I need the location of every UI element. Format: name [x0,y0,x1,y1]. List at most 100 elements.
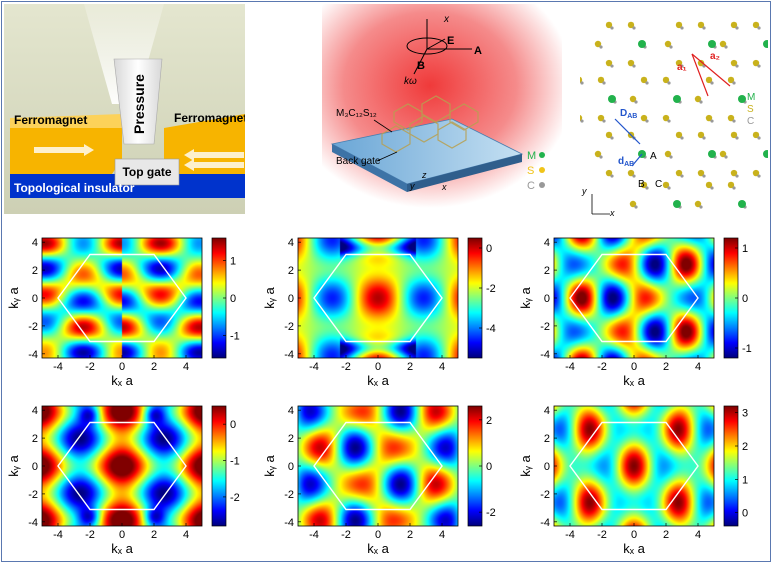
x-tick-label: -4 [309,529,319,541]
x-tick-label: 0 [631,361,637,373]
y-tick-label: 4 [544,237,550,249]
back-gate-label: Back gate [336,156,381,167]
d-label: d [618,156,624,167]
x-tick-label: -4 [53,529,63,541]
y-tick-label: 2 [544,433,550,445]
brillouin-zone [569,421,699,511]
x-axis-label: kₓ a [623,541,645,556]
beam-x-label: x [443,14,450,25]
colorbar-tick-label: 1 [742,243,748,255]
x-tick-label: 2 [151,529,157,541]
x-tick-label: 4 [439,361,445,373]
y-axis-label: kᵧ a [6,286,21,308]
colorbar [724,238,738,358]
colorbar-tick-label: -2 [486,283,496,295]
ferromagnet-left-label: Ferromagnet [14,113,87,127]
optical-setup: x E A B kω M₃C₁₂S₁₂ Back gate z y x M S … [322,4,562,208]
colorbar-tick-label: -2 [230,492,240,504]
site-B-label: B [638,179,645,190]
heatmap-image [554,406,714,526]
brillouin-zone [313,421,443,511]
x-tick-label: 4 [183,529,189,541]
x-axis-label: kₓ a [367,541,389,556]
x-tick-label: 4 [439,529,445,541]
x-tick-label: 4 [695,361,701,373]
D-subscript: AB [627,113,637,120]
x-tick-label: -4 [565,529,575,541]
axis-y-label: y [409,181,415,191]
x-tick-label: 0 [375,529,381,541]
y-tick-label: 0 [288,293,294,305]
y-tick-label: -4 [540,349,550,361]
colorbar-tick-label: 0 [486,461,492,473]
a1-label: a₁ [677,62,687,73]
pressure-tip [113,58,163,145]
y-tick-label: -2 [284,321,294,333]
colorbar-tick-label: 0 [486,243,492,255]
y-tick-label: 2 [288,433,294,445]
x-axis-label: kₓ a [111,541,133,556]
k-label: kω [404,76,417,87]
lattice-legend-C: C [747,116,754,127]
colorbar-tick-label: -1 [230,456,240,468]
colorbar-tick-label: 3 [742,408,748,420]
brillouin-zone [57,253,187,343]
x-tick-label: 0 [119,361,125,373]
x-tick-label: 2 [663,529,669,541]
x-tick-label: 0 [631,529,637,541]
x-tick-label: 2 [663,361,669,373]
axis-x-label: x [441,182,447,192]
x-tick-label: -2 [85,361,95,373]
y-axis-label: kᵧ a [518,286,533,308]
colorbar-tick-label: -1 [742,343,752,355]
A-label: A [474,45,482,57]
y-axis-label: kᵧ a [518,454,533,476]
colorbar-tick-label: 0 [230,419,236,431]
y-tick-label: 2 [544,265,550,277]
legend-M: M [527,150,536,162]
y-axis-label: kᵧ a [262,454,277,476]
y-tick-label: 4 [288,405,294,417]
y-tick-label: -4 [28,349,38,361]
x-tick-label: -2 [341,361,351,373]
a2-label: a₂ [710,51,720,62]
y-axis-label: kᵧ a [262,286,277,308]
x-tick-label: -4 [309,361,319,373]
axis-z-label: z [421,170,427,180]
x-tick-label: 0 [119,529,125,541]
x-tick-label: -2 [341,529,351,541]
y-tick-label: 4 [288,237,294,249]
y-tick-label: -2 [28,321,38,333]
substrate-label: Topological insulator [14,181,135,195]
y-tick-label: 0 [32,293,38,305]
y-axis-label: kᵧ a [6,454,21,476]
lattice-diagram: a₂ a₁ DAB dAB A B C y x M S C [580,4,768,218]
x-tick-label: -2 [597,361,607,373]
x-tick-label: -2 [85,529,95,541]
y-tick-label: -2 [540,489,550,501]
y-tick-label: 2 [288,265,294,277]
lattice-y-label: y [581,186,587,196]
y-tick-label: 0 [544,293,550,305]
y-tick-label: -4 [540,517,550,529]
colorbar [468,238,482,358]
colorbar [212,406,226,526]
x-tick-label: 2 [407,361,413,373]
brillouin-zone [569,253,699,343]
setup-legend: M S C [527,150,545,192]
x-tick-label: 2 [151,361,157,373]
y-tick-label: 0 [288,461,294,473]
y-tick-label: 2 [32,265,38,277]
y-tick-label: -2 [28,489,38,501]
colorbar-tick-label: 2 [742,441,748,453]
colorbar-tick-label: -2 [486,507,496,519]
y-tick-label: -4 [28,517,38,529]
colorbar-tick-label: 2 [486,415,492,427]
y-tick-label: -2 [284,489,294,501]
ferromagnet-right [164,114,245,174]
lattice-x-label: x [609,208,615,218]
x-axis-label: kₓ a [367,373,389,388]
y-tick-label: 0 [32,461,38,473]
brillouin-zone [313,253,443,343]
svg-text:dAB: dAB [618,156,634,168]
